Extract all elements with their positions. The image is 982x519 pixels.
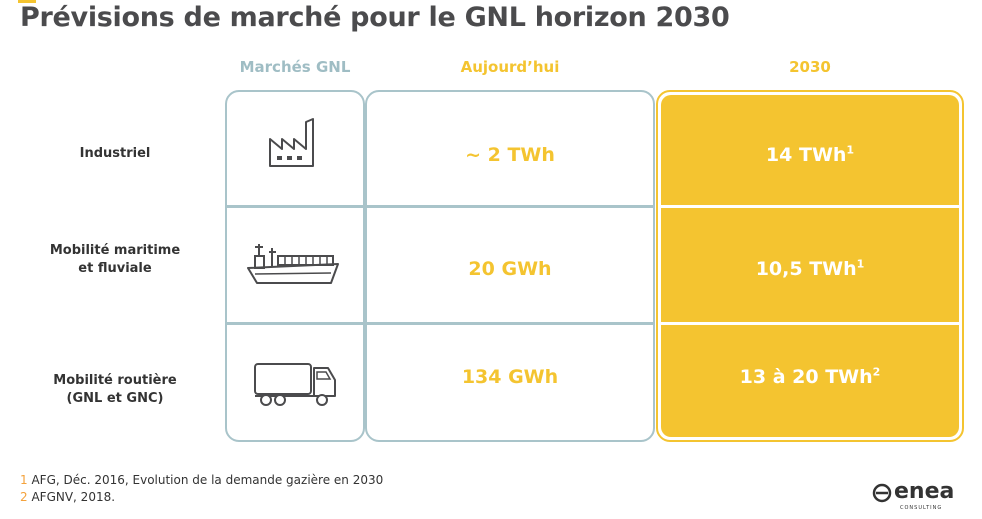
row-label-line: Mobilité routière [53,373,177,388]
row-label-industrial: Industriel [20,145,210,163]
row-label-line: et fluviale [78,261,152,276]
header-markets: Marchés GNL [239,58,351,76]
footnote-number: 1 [20,473,28,487]
truck-icon [254,363,336,406]
today-value-industrial: ~ 2 TWh [465,144,555,166]
forecast-divider [661,322,959,325]
today-value-road: 134 GWh [461,366,559,388]
footnote-1: 1 AFG, Déc. 2016, Evolution de la demand… [20,473,383,487]
header-today: Aujourd’hui [460,58,560,76]
forecast-value-text: 13 à 20 TWh [739,366,873,388]
forecast-value-text: 14 TWh [765,144,847,166]
title-accent [18,0,36,3]
row-label-line: Mobilité maritime [49,243,181,258]
logo-wordmark: enea [894,479,955,504]
row-label-maritime: Mobilité maritime et fluviale [20,242,210,278]
row-label-road: Mobilité routière (GNL et GNC) [20,372,210,408]
icon-column-box [225,90,365,442]
forecast-value-industrial: 14 TWh1 [661,144,959,166]
footnote-ref: 2 [872,365,881,379]
today-value-maritime: 20 GWh [468,258,552,280]
logo-tagline: CONSULTING [900,505,943,511]
page-title: Prévisions de marché pour le GNL horizon… [20,2,730,33]
forecast-column-outline [656,90,964,442]
today-column-box [365,90,655,442]
footnote-ref: 1 [846,143,855,157]
row-divider [226,205,655,208]
ship-icon [247,244,339,284]
row-divider [226,322,655,325]
footnote-number: 2 [20,490,28,504]
footnote-text: AFG, Déc. 2016, Evolution de la demande … [27,473,384,487]
logo-mark-icon [872,483,892,503]
forecast-value-maritime: 10,5 TWh1 [661,258,959,280]
header-2030: 2030 [789,58,831,76]
forecast-divider [661,205,959,208]
row-label-line: (GNL et GNC) [66,391,164,406]
row-label-line: Industriel [79,146,151,161]
footnote-text: AFGNV, 2018. [27,490,116,504]
footnote-2: 2 AFGNV, 2018. [20,490,115,504]
enea-logo: enea CONSULTING [870,479,970,513]
forecast-column-fill [661,95,959,437]
factory-icon [269,118,314,167]
forecast-value-text: 10,5 TWh [755,258,857,280]
footnote-ref: 1 [856,257,865,271]
forecast-value-road: 13 à 20 TWh2 [661,366,959,388]
